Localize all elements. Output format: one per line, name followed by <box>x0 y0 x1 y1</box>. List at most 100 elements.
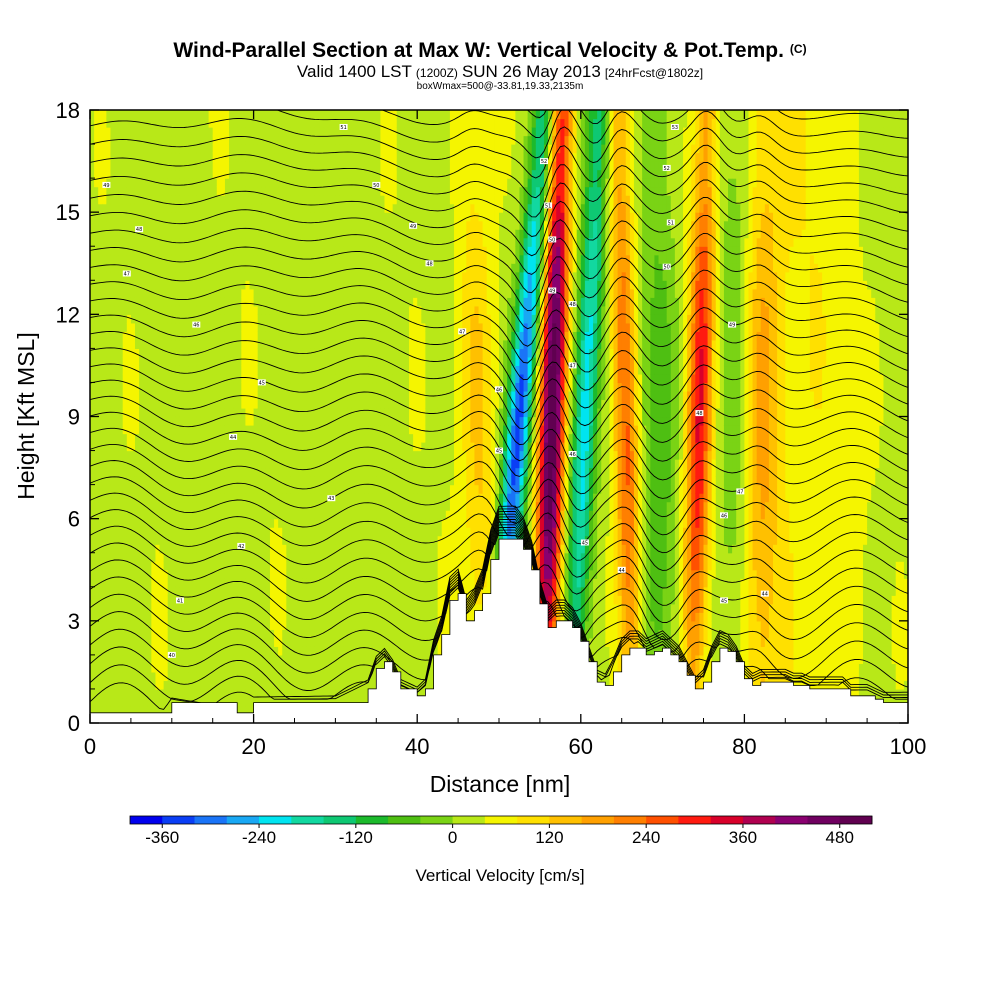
field-cell <box>224 671 230 682</box>
field-cell <box>323 663 328 673</box>
field-cell <box>237 612 242 622</box>
field-cell <box>257 110 263 120</box>
field-cell <box>184 220 189 230</box>
field-cell <box>274 637 279 647</box>
field-cell <box>94 612 99 622</box>
field-cell <box>98 314 103 324</box>
field-cell <box>94 178 99 188</box>
field-cell <box>278 416 283 426</box>
field-cell <box>147 629 152 639</box>
field-cell <box>159 646 165 656</box>
field-cell <box>298 646 304 656</box>
field-cell <box>229 314 234 324</box>
field-cell <box>359 297 365 307</box>
field-cell <box>269 493 275 503</box>
field-cell <box>114 263 120 273</box>
field-cell <box>233 390 238 401</box>
field-cell <box>314 331 320 341</box>
field-cell <box>98 646 103 656</box>
field-cell <box>122 527 128 537</box>
field-cell <box>208 663 214 673</box>
field-cell <box>163 169 169 179</box>
field-cell <box>331 569 336 579</box>
field-cell <box>237 654 242 664</box>
field-cell <box>335 178 341 188</box>
field-cell <box>241 339 247 349</box>
field-cell <box>90 527 95 537</box>
field-cell <box>355 459 361 469</box>
field-cell <box>171 459 177 469</box>
field-cell <box>192 433 197 443</box>
field-cell <box>216 220 222 230</box>
field-cell <box>106 288 112 298</box>
field-cell <box>134 629 140 639</box>
field-cell <box>343 212 349 222</box>
field-cell <box>245 442 251 452</box>
field-cell <box>134 535 140 545</box>
field-cell <box>249 246 255 256</box>
field-cell <box>351 612 357 622</box>
field-cell <box>126 118 132 128</box>
field-cell <box>114 390 120 401</box>
field-cell <box>196 527 202 537</box>
field-cell <box>98 169 103 179</box>
field-cell <box>102 161 107 171</box>
field-cell <box>204 390 210 401</box>
field-cell <box>179 612 185 622</box>
field-cell <box>139 501 144 511</box>
field-cell <box>339 144 345 154</box>
field-cell <box>323 654 328 664</box>
field-cell <box>134 637 140 647</box>
field-cell <box>319 229 324 239</box>
field-cell <box>302 663 308 673</box>
field-cell <box>126 152 132 162</box>
field-cell <box>224 314 230 324</box>
field-cell <box>331 127 336 137</box>
field-cell <box>323 425 328 435</box>
field-cell <box>114 663 120 673</box>
field-cell <box>155 331 161 341</box>
field-cell <box>175 501 181 511</box>
field-cell <box>294 646 300 656</box>
field-cell <box>323 203 328 213</box>
field-cell <box>355 110 361 120</box>
field-cell <box>171 390 177 401</box>
field-cell <box>331 620 336 630</box>
field-cell <box>319 561 324 571</box>
field-cell <box>216 671 222 682</box>
field-cell <box>143 254 148 264</box>
field-cell <box>98 663 103 673</box>
field-cell <box>286 654 292 664</box>
field-cell <box>364 331 369 341</box>
field-cell <box>351 373 357 384</box>
field-cell <box>269 382 275 392</box>
field-cell <box>98 407 103 418</box>
field-cell <box>306 186 312 196</box>
field-cell <box>147 688 152 699</box>
field-cell <box>220 229 226 239</box>
field-cell <box>171 697 177 707</box>
field-cell <box>372 527 377 537</box>
field-cell <box>220 620 226 630</box>
field-cell <box>216 433 222 443</box>
field-cell <box>253 220 259 230</box>
field-cell <box>355 254 361 264</box>
field-cell <box>368 459 373 469</box>
field-cell <box>253 135 259 145</box>
field-cell <box>355 612 361 622</box>
field-cell <box>151 620 157 630</box>
field-cell <box>155 603 161 613</box>
field-cell <box>290 144 296 154</box>
field-cell <box>233 399 238 409</box>
field-cell <box>204 186 210 196</box>
field-cell <box>294 552 300 562</box>
field-cell <box>212 288 218 298</box>
field-cell <box>167 212 173 222</box>
field-cell <box>237 110 242 120</box>
field-cell <box>265 305 271 315</box>
field-cell <box>314 305 320 315</box>
field-cell <box>179 407 185 418</box>
field-cell <box>118 246 124 256</box>
field-cell <box>339 348 345 358</box>
field-cell <box>192 663 197 673</box>
